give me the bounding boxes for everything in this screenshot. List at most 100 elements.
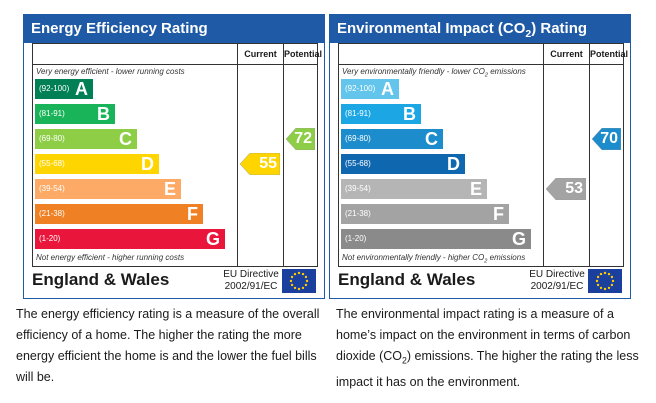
eu-flag xyxy=(588,269,622,293)
bottom-note: Not energy efficient - higher running co… xyxy=(36,253,185,262)
potential-rating-value: 72 xyxy=(294,130,312,147)
current-rating-marker: 53 xyxy=(546,178,586,200)
current-rating-value: 53 xyxy=(565,180,583,197)
band-range: (21-38) xyxy=(39,209,65,218)
potential-rating-value: 70 xyxy=(600,130,618,147)
grid-divider xyxy=(33,64,317,65)
band-letter: E xyxy=(163,179,176,199)
chart-description: The energy efficiency rating is a measur… xyxy=(16,307,320,384)
eu-flag xyxy=(282,269,316,293)
rating-band-a: (92-100) A xyxy=(341,79,399,99)
band-letter: D xyxy=(141,154,154,174)
region-label: England & Wales xyxy=(32,270,170,289)
energy-efficiency-panel: Energy Efficiency Rating Current Potential… xyxy=(23,14,325,299)
potential-rating-marker: 72 xyxy=(286,128,315,150)
band-letter: C xyxy=(425,129,438,149)
eu-stars xyxy=(595,271,615,291)
eu-star xyxy=(297,287,301,291)
rating-band-g: (1-20) G xyxy=(341,229,531,249)
rating-band-c: (69-80) C xyxy=(35,129,137,149)
marker-arrow xyxy=(546,178,586,200)
marker-shape xyxy=(286,128,315,150)
eu-star xyxy=(305,279,309,283)
eu-star xyxy=(603,287,607,291)
current-rating-value: 55 xyxy=(259,155,277,172)
potential-column-header: Potential xyxy=(284,49,323,59)
chart-description: The environmental impact rating is a mea… xyxy=(336,307,639,389)
marker-shape xyxy=(546,178,586,200)
band-range: (21-38) xyxy=(345,209,371,218)
eu-star xyxy=(595,279,599,283)
eu-star xyxy=(289,279,293,283)
environmental-impact-panel: Environmental Impact (CO2) Rating Current… xyxy=(329,14,631,299)
eu-star xyxy=(304,283,308,287)
marker-shape xyxy=(592,128,621,150)
band-letter: F xyxy=(493,204,504,224)
eu-star xyxy=(599,272,603,276)
band-letter: C xyxy=(119,129,132,149)
eu-star xyxy=(610,275,614,279)
marker-arrow xyxy=(240,153,280,175)
eu-star xyxy=(301,272,305,276)
potential-rating-marker: 70 xyxy=(592,128,621,150)
rating-band-e: (39-54) E xyxy=(341,179,487,199)
eu-star xyxy=(297,271,301,275)
eu-star xyxy=(290,283,294,287)
band-letter: A xyxy=(75,79,88,99)
band-letter: B xyxy=(97,104,110,124)
eu-star xyxy=(603,271,607,275)
current-rating-marker: 55 xyxy=(240,153,280,175)
band-range: (81-91) xyxy=(39,109,65,118)
grid-divider xyxy=(589,44,590,266)
top-note: Very energy efficient - lower running co… xyxy=(36,67,185,76)
bottom-note: Not environmentally friendly - higher CO… xyxy=(342,253,526,265)
band-range: (55-68) xyxy=(345,159,371,168)
grid-divider xyxy=(237,44,238,266)
band-range: (69-80) xyxy=(345,134,371,143)
band-letter: A xyxy=(381,79,394,99)
eu-star xyxy=(596,275,600,279)
eu-directive: EU Directive 2002/91/EC xyxy=(223,269,279,292)
region-label: England & Wales xyxy=(338,270,476,289)
grid-divider xyxy=(339,64,623,65)
current-column-header: Current xyxy=(550,49,583,59)
rating-band-d: (55-68) D xyxy=(341,154,465,174)
rating-band-a: (92-100) A xyxy=(35,79,93,99)
marker-arrow xyxy=(592,128,621,150)
eu-stars xyxy=(289,271,309,291)
band-range: (39-54) xyxy=(345,184,371,193)
eu-star xyxy=(596,283,600,287)
eu-star xyxy=(611,279,615,283)
top-note: Very environmentally friendly - lower CO… xyxy=(342,67,526,79)
band-letter: B xyxy=(403,104,416,124)
eu-star xyxy=(293,286,297,290)
eu-star xyxy=(304,275,308,279)
grid-divider xyxy=(339,266,623,267)
band-range: (69-80) xyxy=(39,134,65,143)
band-range: (39-54) xyxy=(39,184,65,193)
eu-star xyxy=(607,286,611,290)
marker-arrow xyxy=(286,128,315,150)
band-range: (1-20) xyxy=(39,234,61,243)
rating-grid: Current Potential Very energy efficient - … xyxy=(32,43,323,267)
grid-divider xyxy=(33,266,317,267)
eu-star xyxy=(610,283,614,287)
band-range: (92-100) xyxy=(345,84,376,93)
eu-star xyxy=(599,286,603,290)
band-range: (92-100) xyxy=(39,84,70,93)
current-column-header: Current xyxy=(244,49,277,59)
grid-divider xyxy=(283,44,284,266)
band-letter: D xyxy=(447,154,460,174)
rating-band-b: (81-91) B xyxy=(341,104,421,124)
band-range: (81-91) xyxy=(345,109,371,118)
rating-band-f: (21-38) F xyxy=(35,204,203,224)
band-letter: G xyxy=(205,229,220,249)
eu-star xyxy=(607,272,611,276)
eu-star xyxy=(301,286,305,290)
eu-star xyxy=(290,275,294,279)
eu-directive: EU Directive 2002/91/EC xyxy=(529,269,585,292)
rating-band-g: (1-20) G xyxy=(35,229,225,249)
marker-shape xyxy=(240,153,280,175)
band-letter: F xyxy=(187,204,198,224)
band-range: (1-20) xyxy=(345,234,367,243)
